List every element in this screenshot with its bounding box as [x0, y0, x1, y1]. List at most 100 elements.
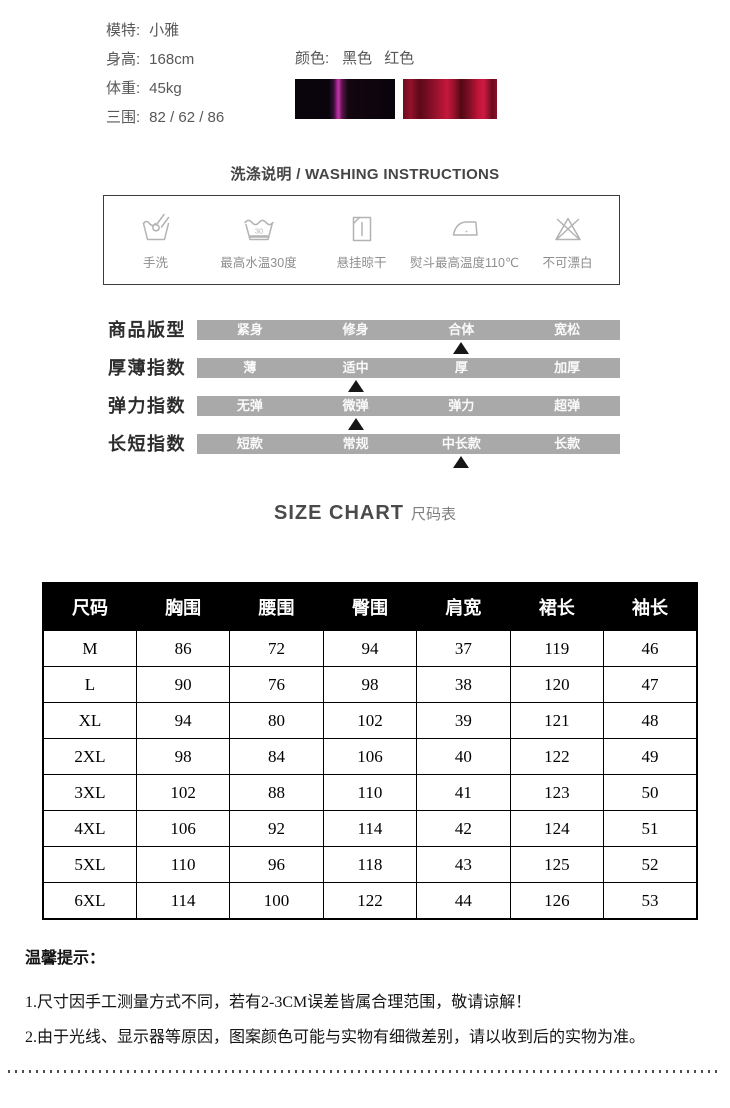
- table-cell: 98: [135, 738, 231, 775]
- hand-wash-icon: [136, 209, 176, 249]
- color-names: 黑色 红色: [342, 50, 414, 68]
- model-info-label: 三围:: [106, 109, 141, 126]
- model-info-label: 身高:: [106, 51, 141, 68]
- table-cell: 42: [416, 810, 511, 847]
- model-info-value: 45kg: [149, 80, 182, 97]
- table-cell: 121: [509, 702, 605, 739]
- color-section: 颜色: 黑色 红色: [295, 50, 497, 119]
- table-header-cell: 袖长: [603, 582, 698, 631]
- model-info-value: 82 / 62 / 86: [149, 109, 225, 126]
- attribute-option: 厚: [454, 360, 468, 375]
- attribute-bar: 薄 适中 厚 加厚: [197, 358, 620, 378]
- table-cell: 3XL: [42, 774, 137, 811]
- table-row: XL 94 80 102 39 121 48: [42, 702, 698, 739]
- selection-arrow: [347, 418, 364, 430]
- washing-item-label: 熨斗最高温度110℃: [410, 256, 519, 270]
- washing-item-label: 最高水温30度: [220, 256, 297, 270]
- washing-item: 悬挂晾干: [310, 209, 413, 271]
- washing-item: 手洗: [104, 209, 207, 271]
- attribute-label: 长短指数: [108, 434, 186, 454]
- tips-lines: 1.尺寸因手工测量方式不同，若有2-3CM误差皆属合理范围，敬请谅解！ 2.由于光…: [25, 985, 645, 1055]
- table-row: 4XL 106 92 114 42 124 51: [42, 810, 698, 847]
- washing-box: 手洗 30 最高水温30度 悬挂晾干 熨斗最高温度110℃ 不可漂白: [103, 195, 620, 285]
- attribute-option: 薄: [243, 360, 257, 375]
- attribute-label: 厚薄指数: [108, 358, 186, 378]
- tips-line: 1.尺寸因手工测量方式不同，若有2-3CM误差皆属合理范围，敬请谅解！: [25, 994, 532, 1011]
- attribute-option: 适中: [342, 360, 369, 375]
- tips-section: 温馨提示： 1.尺寸因手工测量方式不同，若有2-3CM误差皆属合理范围，敬请谅解…: [25, 949, 645, 1055]
- table-cell: 120: [509, 666, 605, 703]
- size-table-header-row: 尺码 胸围 腰围 臀围 肩宽 裙长 袖长: [42, 582, 698, 631]
- attribute-row: 弹力指数 无弹 微弹 弹力 超弹: [0, 396, 730, 434]
- table-cell: 86: [135, 630, 231, 667]
- attribute-option: 弹力: [448, 398, 475, 413]
- table-header-cell: 胸围: [135, 582, 231, 631]
- max-water-temp-30-icon: 30: [239, 209, 279, 249]
- table-cell: 110: [322, 774, 418, 811]
- table-header-cell: 裙长: [509, 582, 605, 631]
- table-cell: 46: [603, 630, 698, 667]
- fabric-swatch-red: [403, 79, 497, 119]
- table-cell: 100: [229, 882, 324, 920]
- table-cell: 94: [135, 702, 231, 739]
- model-info-value: 168cm: [149, 51, 195, 68]
- table-cell: 4XL: [42, 810, 137, 847]
- attribute-option: 微弹: [342, 398, 369, 413]
- model-info-line: 体重: 45kg: [106, 74, 224, 103]
- table-header-cell: 尺码: [42, 582, 137, 631]
- size-chart-title-zh: 尺码表: [410, 506, 456, 523]
- no-bleach-icon: [548, 209, 588, 249]
- washing-item: 不可漂白: [516, 209, 619, 271]
- iron-max-110-icon: [445, 209, 485, 249]
- table-cell: 2XL: [42, 738, 137, 775]
- table-cell: 102: [322, 702, 418, 739]
- color-label-row: 颜色: 黑色 红色: [295, 50, 497, 68]
- attribute-option: 紧身: [236, 322, 263, 337]
- table-cell: 124: [509, 810, 605, 847]
- washing-item-label: 悬挂晾干: [336, 256, 387, 270]
- table-row: 3XL 102 88 110 41 123 50: [42, 774, 698, 811]
- selection-arrow: [453, 456, 470, 468]
- table-header-cell: 臀围: [322, 582, 418, 631]
- table-cell: 123: [509, 774, 605, 811]
- table-cell: 90: [135, 666, 231, 703]
- table-cell: 53: [603, 882, 698, 920]
- table-cell: 119: [509, 630, 605, 667]
- model-info-value: 小雅: [149, 22, 180, 39]
- table-cell: 98: [322, 666, 418, 703]
- table-header-cell: 肩宽: [416, 582, 511, 631]
- attribute-option: 常规: [342, 436, 369, 451]
- color-option-label: 红色: [384, 50, 415, 67]
- table-cell: 76: [229, 666, 324, 703]
- attributes-section: 商品版型 紧身 修身 合体 宽松 厚薄指数薄适中厚加厚 弹力指数 无弹 微弹 弹力 超弹 长短指数 短款…: [0, 320, 730, 472]
- washing-item: 熨斗最高温度110℃: [410, 209, 519, 271]
- attribute-option: 超弹: [554, 398, 581, 413]
- table-cell: 94: [322, 630, 418, 667]
- table-cell: 72: [229, 630, 324, 667]
- table-cell: 84: [229, 738, 324, 775]
- table-cell: 40: [416, 738, 511, 775]
- table-cell: 106: [322, 738, 418, 775]
- table-cell: 80: [229, 702, 324, 739]
- table-cell: 49: [603, 738, 698, 775]
- attribute-bar: 短款 常规 中长款 长款: [197, 434, 620, 454]
- model-info-line: 身高: 168cm: [106, 45, 224, 74]
- attribute-option: 宽松: [554, 322, 581, 337]
- table-cell: 41: [416, 774, 511, 811]
- table-cell: 118: [322, 846, 418, 883]
- table-cell: 122: [509, 738, 605, 775]
- table-cell: 48: [603, 702, 698, 739]
- table-cell: 96: [229, 846, 324, 883]
- attribute-bar: 无弹 微弹 弹力 超弹: [197, 396, 620, 416]
- table-cell: 43: [416, 846, 511, 883]
- color-label: 颜色:: [295, 50, 330, 67]
- table-cell: 52: [603, 846, 698, 883]
- table-cell: 51: [603, 810, 698, 847]
- svg-text:30: 30: [254, 227, 262, 236]
- table-cell: 114: [322, 810, 418, 847]
- size-chart-heading: SIZE CHART 尺码表: [0, 502, 730, 525]
- size-table: 尺码 胸围 腰围 臀围 肩宽 裙长 袖长 M 86 72 94 37 119 46 L 90 76 98 38 12…: [42, 582, 698, 920]
- selection-arrow: [453, 342, 470, 354]
- attribute-option: 短款: [236, 436, 263, 451]
- table-cell: M: [42, 630, 137, 667]
